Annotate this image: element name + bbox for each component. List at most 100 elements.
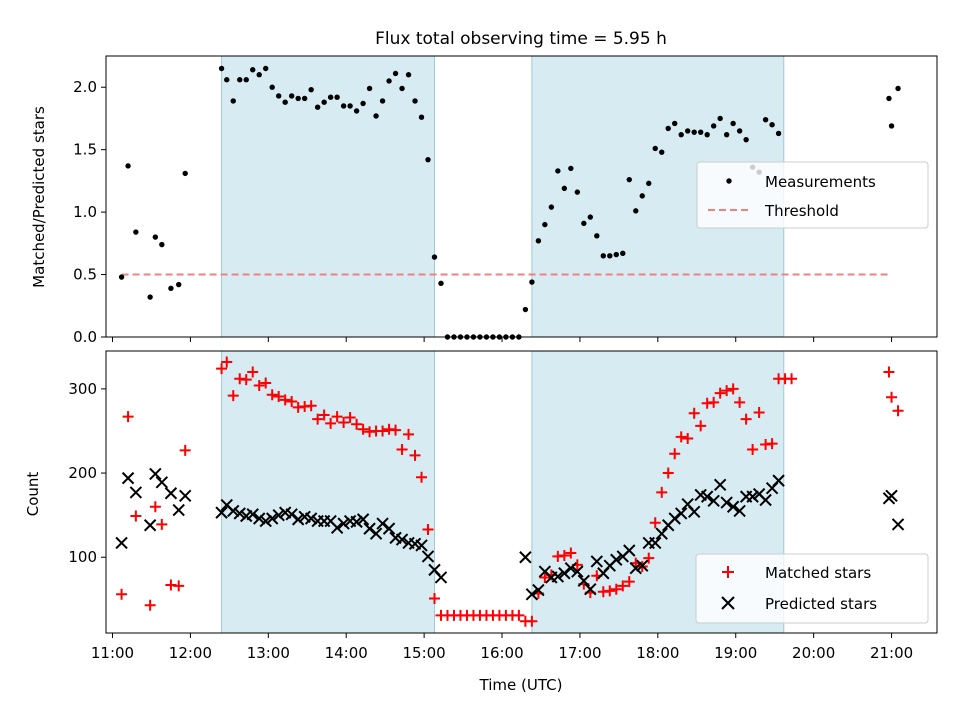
matched-stars-point — [721, 385, 733, 397]
legend-measurements-marker — [726, 178, 732, 184]
predicted-stars-points — [115, 467, 905, 601]
measurement-point — [685, 128, 691, 134]
matched-stars-point — [344, 412, 356, 424]
matched-stars-point — [221, 356, 233, 368]
predicted-stars-point — [655, 527, 668, 540]
measurement-point — [224, 77, 230, 83]
measurement-point — [769, 121, 775, 128]
top-y-tick-label: 0.0 — [73, 328, 97, 346]
matched-stars-point — [565, 547, 577, 559]
matched-stars-point — [786, 373, 798, 385]
measurement-point — [399, 85, 405, 92]
predicted-stars-point — [726, 500, 740, 513]
x-tick-label: 19:00 — [714, 644, 757, 662]
measurement-point — [886, 95, 892, 102]
predicted-stars-point — [675, 507, 688, 520]
matched-stars-point — [286, 396, 298, 408]
predicted-stars-point — [720, 496, 733, 509]
measurement-point — [425, 156, 431, 163]
predicted-stars-point — [434, 571, 448, 584]
bottom-legend: Matched stars Predicted stars — [695, 553, 929, 624]
predicted-stars-point — [382, 522, 396, 535]
matched-stars-point — [429, 592, 441, 604]
matched-stars-point — [747, 443, 759, 455]
measurement-point — [301, 95, 308, 102]
legend-matched-marker — [722, 566, 734, 578]
bottom-y-axis-ticks: 100 200 300 — [68, 380, 106, 566]
matched-stars-point — [649, 517, 661, 529]
predicted-stars-point — [395, 533, 409, 546]
matched-stars-point — [116, 588, 128, 600]
predicted-stars-point — [350, 515, 363, 529]
matched-stars-point — [892, 405, 904, 417]
predicted-stars-point — [584, 583, 597, 596]
predicted-stars-point — [629, 561, 642, 575]
measurement-point — [775, 130, 782, 137]
x-tick-label: 17:00 — [558, 644, 601, 662]
measurement-point — [237, 77, 243, 83]
x-tick-label: 20:00 — [792, 644, 835, 662]
matched-stars-point — [675, 431, 687, 443]
predicted-stars-point — [115, 536, 128, 550]
measurement-point — [379, 98, 386, 104]
measurement-point — [704, 131, 710, 138]
measurement-point — [314, 104, 321, 110]
matched-stars-point — [156, 518, 168, 530]
matched-stars-point — [396, 443, 408, 455]
measurement-point — [710, 123, 717, 129]
measurement-point — [327, 94, 334, 100]
matched-stars-point — [253, 380, 265, 392]
matched-stars-point — [144, 599, 156, 611]
matched-stars-point — [130, 510, 142, 522]
predicted-stars-point — [707, 494, 720, 508]
measurement-point — [529, 279, 535, 285]
predicted-stars-point — [525, 588, 539, 601]
bottom-shaded-interval-1 — [221, 350, 436, 634]
measurement-point — [581, 220, 587, 227]
measurement-point — [347, 103, 353, 109]
measurement-point — [620, 250, 626, 257]
matched-stars-point — [617, 580, 629, 592]
matched-stars-point — [558, 550, 570, 562]
measurement-point — [353, 108, 360, 114]
predicted-stars-point — [571, 565, 584, 578]
measurement-point — [594, 233, 600, 239]
measurement-point — [678, 131, 684, 138]
predicted-stars-point — [265, 512, 279, 525]
predicted-stars-point — [577, 574, 591, 588]
measurement-point — [125, 163, 131, 169]
measurement-point — [243, 77, 249, 83]
measurement-point — [542, 221, 548, 228]
measurement-point — [659, 149, 665, 155]
top-x-axis-ticks — [111, 337, 893, 342]
predicted-stars-point — [733, 504, 746, 518]
predicted-stars-point — [623, 544, 636, 557]
measurement-point — [230, 98, 236, 104]
predicted-stars-point — [155, 476, 169, 489]
predicted-stars-point — [519, 551, 532, 564]
x-axis-label: Time (UTC) — [479, 676, 563, 694]
legend-predicted-label: Predicted stars — [765, 595, 877, 613]
measurement-point — [147, 294, 153, 300]
predicted-stars-point — [121, 471, 135, 485]
matched-stars-point — [173, 580, 185, 592]
matched-stars-point — [708, 396, 720, 408]
matched-stars-point — [740, 413, 752, 425]
measurement-point — [555, 168, 561, 174]
predicted-stars-point — [215, 506, 228, 519]
measurement-point — [340, 103, 347, 109]
bottom-y-tick-label: 100 — [68, 548, 97, 566]
measurement-point — [118, 274, 125, 280]
predicted-stars-point — [246, 508, 259, 521]
predicted-stars-point — [178, 489, 192, 502]
bottom-y-tick-label: 300 — [68, 380, 97, 398]
predicted-stars-point — [649, 536, 662, 550]
measurement-point — [159, 241, 165, 248]
measurement-point — [308, 87, 314, 93]
measurement-point — [438, 280, 444, 286]
measurement-point — [736, 128, 743, 134]
bottom-x-axis-ticks: 11:00 12:00 13:00 14:00 15:00 16:00 17:00 18:00… — [91, 633, 913, 662]
measurement-point — [392, 70, 399, 77]
predicted-stars-point — [172, 503, 185, 517]
x-tick-label: 14:00 — [325, 644, 368, 662]
